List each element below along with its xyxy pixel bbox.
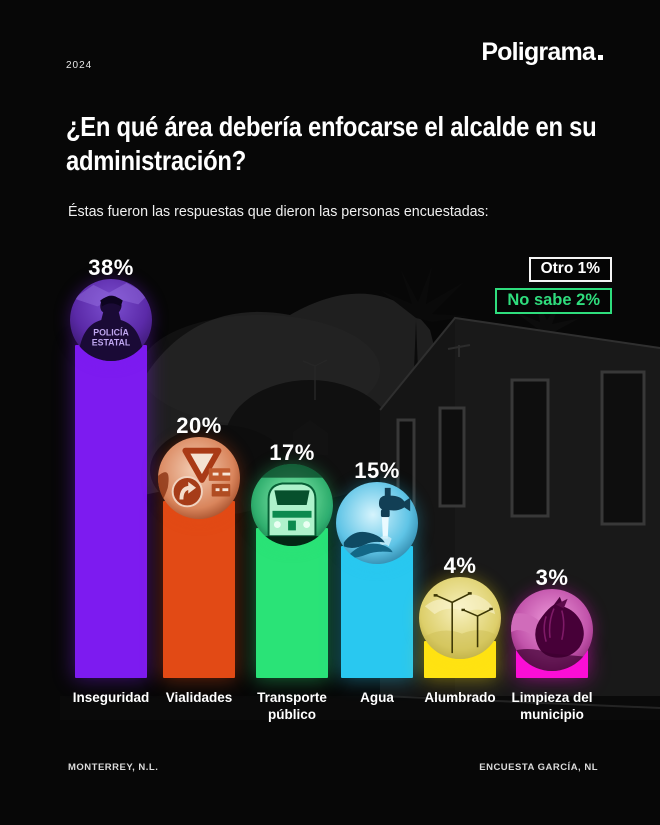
- bar-label: Limpieza del municipio: [511, 690, 593, 722]
- page-title: ¿En qué área debería enfocarse el alcald…: [66, 111, 597, 176]
- street-lights-icon: [419, 577, 501, 659]
- footer-source: ENCUESTA GARCÍA, NL: [479, 762, 598, 773]
- brand-text: Poligrama: [481, 38, 595, 66]
- bar-value: 38%: [88, 255, 134, 280]
- bar-value: 17%: [269, 440, 315, 465]
- bar-water-faucet: [341, 546, 413, 678]
- badge-no-sabe: No sabe 2%: [495, 288, 612, 314]
- year-label: 2024: [66, 60, 93, 71]
- bar-value: 4%: [443, 553, 477, 578]
- bar-train: [256, 528, 328, 678]
- bar-label: Transporte público: [257, 690, 327, 722]
- bar-label: Inseguridad: [72, 690, 150, 705]
- bar-value: 20%: [176, 413, 222, 438]
- subtitle: Éstas fueron las respuestas que dieron l…: [68, 203, 489, 220]
- brand-logo: Poligrama: [481, 38, 603, 67]
- police-officer-icon: POLICÍA ESTATAL: [70, 279, 152, 361]
- badge-otro: Otro 1%: [528, 257, 612, 282]
- bar-label: Vialidades: [165, 690, 233, 705]
- bar-value: 3%: [535, 565, 569, 590]
- bar-value: 15%: [354, 458, 400, 483]
- bar-traffic-signs: [163, 501, 235, 678]
- brand-dot: [598, 55, 603, 60]
- svg-text:ESTATAL: ESTATAL: [92, 337, 131, 347]
- bar-label: Alumbrado: [424, 690, 496, 705]
- water-faucet-icon: [336, 482, 418, 564]
- svg-text:POLICÍA: POLICÍA: [93, 328, 129, 338]
- bar-police-officer: [75, 345, 147, 678]
- traffic-signs-icon: [158, 437, 240, 519]
- footer-location: MONTERREY, N.L.: [68, 762, 159, 773]
- bar-label: Agua: [360, 690, 394, 705]
- garbage-bag-icon: [511, 589, 593, 671]
